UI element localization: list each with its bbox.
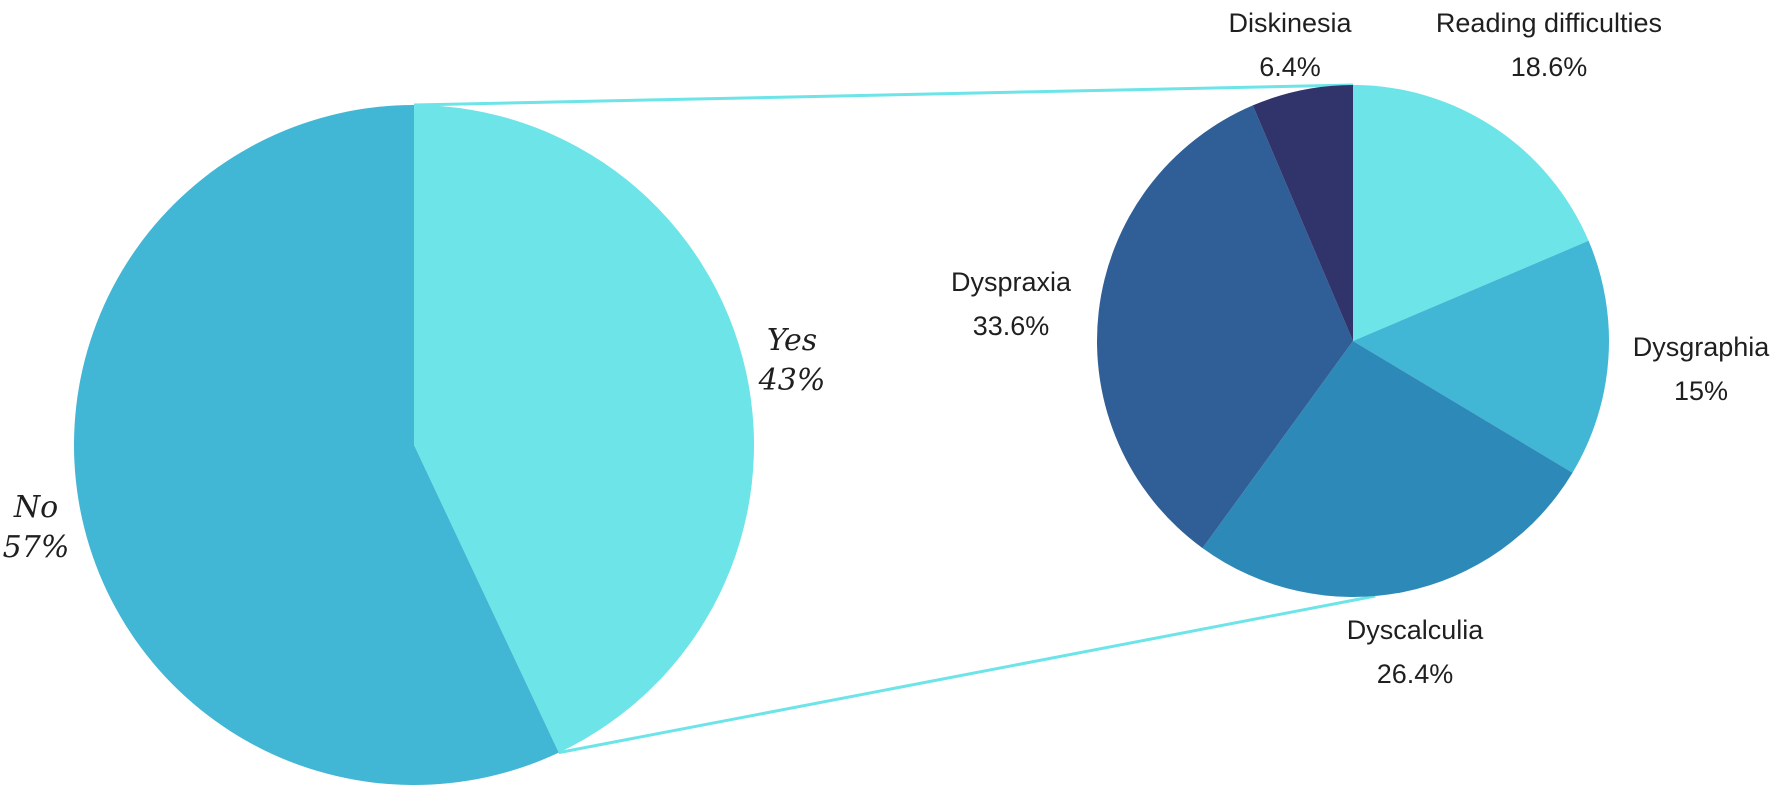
main-label-no: No 57% [3, 490, 70, 565]
main-label-name: No [13, 490, 58, 525]
breakdown-label-name: Reading difficulties [1436, 8, 1662, 38]
breakdown-pie [1097, 85, 1610, 597]
breakdown-label-diskinesia: Diskinesia 6.4% [1228, 8, 1352, 82]
breakdown-slice-diskinesia [1252, 85, 1353, 341]
main-label-name: Yes [767, 323, 817, 358]
connector-line-bottom [558, 594, 1376, 755]
breakdown-label-value: 6.4% [1259, 52, 1321, 82]
breakdown-slice-dysgraphia [1353, 240, 1610, 473]
breakdown-label-value: 15% [1674, 376, 1728, 406]
breakdown-label-name: Dyscalculia [1347, 615, 1485, 645]
breakdown-label-name: Diskinesia [1228, 8, 1352, 38]
main-label-yes: Yes 43% [758, 323, 826, 398]
main-pie [73, 105, 754, 785]
breakdown-label-name: Dysgraphia [1633, 332, 1771, 362]
breakdown-slice-dyspraxia [1097, 105, 1353, 549]
main-slice-yes [414, 105, 754, 753]
breakdown-label-dyscalculia: Dyscalculia 26.4% [1347, 615, 1485, 689]
breakdown-label-reading-difficulties: Reading difficulties 18.6% [1436, 8, 1662, 82]
breakdown-label-dyspraxia: Dyspraxia 33.6% [951, 267, 1072, 341]
slice-labels: Yes 43% No 57% Reading difficulties 18.6% Dysg… [3, 8, 1771, 689]
breakdown-label-value: 18.6% [1511, 52, 1588, 82]
breakdown-label-value: 33.6% [973, 311, 1050, 341]
connector-lines [413, 83, 1376, 755]
breakdown-label-value: 26.4% [1377, 659, 1454, 689]
breakdown-label-name: Dyspraxia [951, 267, 1072, 297]
breakdown-slice-dyscalculia [1202, 341, 1573, 597]
connector-line-top [413, 83, 1354, 107]
breakdown-slice-reading-difficulties [1353, 85, 1589, 341]
breakdown-label-dysgraphia: Dysgraphia 15% [1633, 332, 1771, 406]
main-slice-no [73, 105, 559, 785]
main-label-value: 43% [758, 363, 826, 398]
main-label-value: 57% [3, 530, 70, 565]
